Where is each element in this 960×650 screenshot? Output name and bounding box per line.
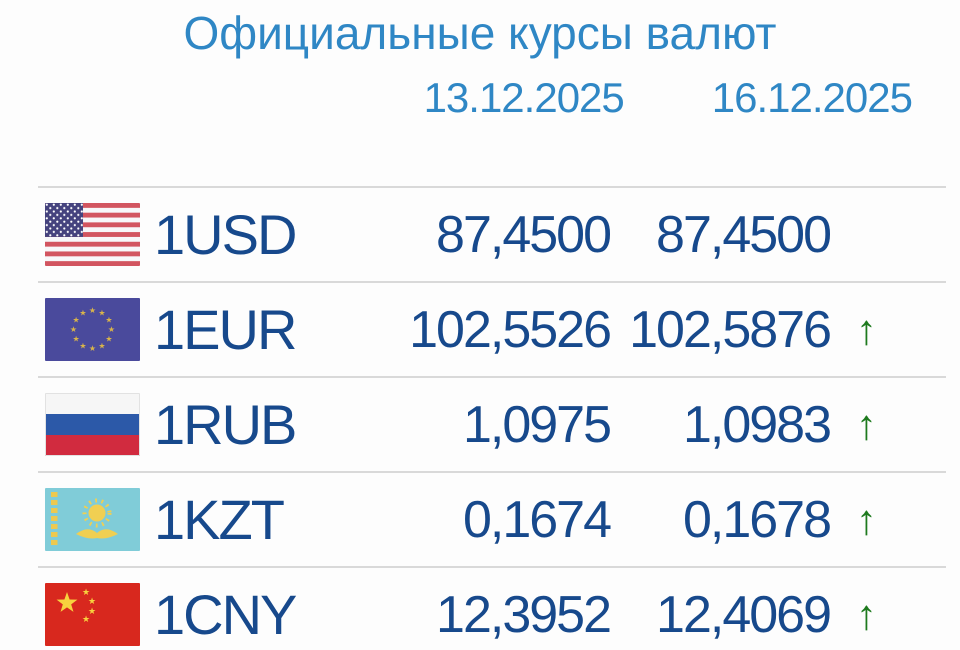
rate-previous: 102,5526	[409, 300, 612, 359]
svg-text:★: ★	[89, 306, 96, 315]
currency-code: 1EUR	[154, 298, 297, 361]
currency-code: 1KZT	[154, 488, 285, 551]
eu-flag-icon: ★ ★ ★★ ★★ ★★ ★★ ★★	[45, 298, 140, 361]
svg-text:★: ★	[72, 316, 79, 325]
trend-up-icon: ↑	[856, 400, 877, 448]
usa-flag-icon	[45, 203, 140, 266]
trend-up-icon: ↑	[856, 590, 877, 638]
currency-code: 1RUB	[154, 393, 297, 456]
svg-text:★: ★	[88, 607, 96, 617]
china-flag-icon: ★★ ★★	[45, 583, 140, 646]
rate-previous: 1,0975	[462, 395, 612, 454]
russia-flag-icon	[45, 393, 140, 456]
currency-code: 1CNY	[154, 583, 297, 646]
currency-code: 1USD	[154, 203, 297, 266]
rate-current: 0,1678	[682, 490, 832, 549]
svg-text:★: ★	[82, 588, 90, 598]
svg-text:★: ★	[98, 341, 105, 350]
rate-current: 1,0983	[682, 395, 832, 454]
date-current: 16.12.2025	[711, 74, 913, 121]
table-row-rub: 1RUB 1,0975 1,0983 ↑	[38, 378, 946, 473]
svg-text:★: ★	[108, 325, 115, 334]
rate-current: 102,5876	[629, 300, 832, 359]
rate-current: 87,4500	[656, 205, 832, 264]
svg-text:★: ★	[105, 335, 112, 344]
svg-text:★: ★	[89, 344, 96, 353]
rate-current: 12,4069	[656, 585, 832, 644]
rates-table: 1USD 87,4500 87,4500 ★ ★ ★ ★ ★ ★ ★ ★ ★ ★ ★ ★ 1…	[38, 186, 946, 650]
trend-up-icon: ↑	[856, 305, 877, 353]
svg-text:★: ★	[70, 325, 77, 334]
rate-previous: 0,1674	[462, 490, 612, 549]
svg-text:★: ★	[88, 597, 96, 607]
svg-text:★: ★	[105, 316, 112, 325]
table-row-usd: 1USD 87,4500 87,4500	[38, 188, 946, 283]
table-row-eur: ★ ★ ★ ★ ★ ★ ★ ★ ★ ★ ★ ★ 1EUR 102,5526 102,5876…	[38, 283, 946, 378]
date-header-row: 13.12.2025 16.12.2025	[0, 76, 960, 120]
trend-up-icon: ↑	[856, 495, 877, 543]
page-title: Официальные курсы валют	[183, 7, 777, 59]
rate-previous: 87,4500	[436, 205, 612, 264]
table-row-kzt: 1KZT 0,1674 0,1678 ↑	[38, 473, 946, 568]
table-row-cny: ★ ★ ★ ★ 1CNY 12,3952 12,4069 ↑	[38, 568, 946, 650]
svg-text:★: ★	[79, 341, 86, 350]
kazakhstan-flag-icon	[45, 488, 140, 551]
svg-text:★: ★	[82, 615, 90, 625]
svg-text:★: ★	[72, 335, 79, 344]
svg-text:★: ★	[79, 309, 86, 318]
rate-previous: 12,3952	[436, 585, 612, 644]
date-previous: 13.12.2025	[423, 74, 625, 121]
svg-text:★: ★	[98, 309, 105, 318]
